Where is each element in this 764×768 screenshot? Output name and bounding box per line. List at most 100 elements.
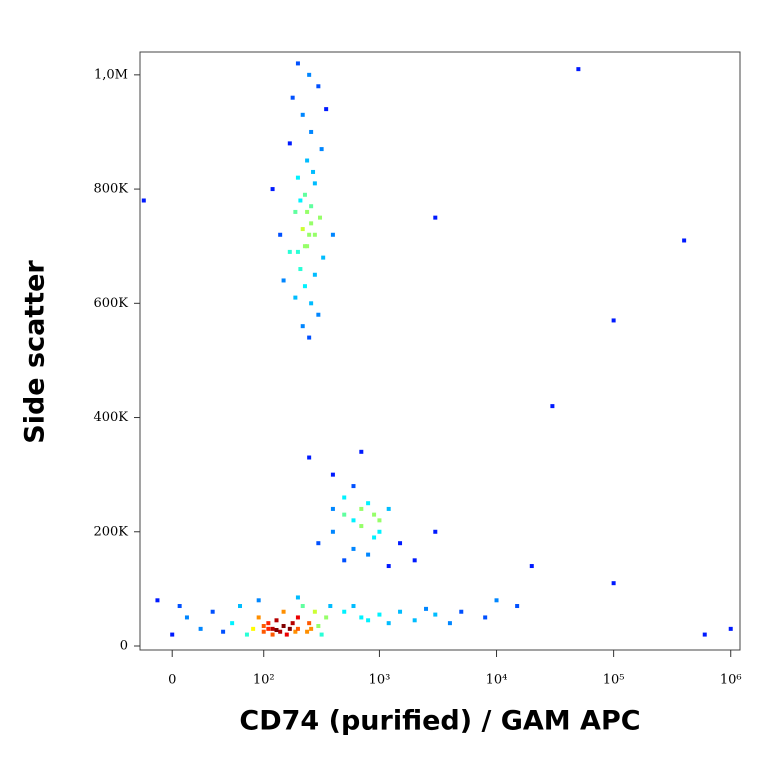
event-dot xyxy=(550,404,555,409)
event-dot xyxy=(305,244,310,249)
event-dot xyxy=(311,169,316,174)
event-dot xyxy=(309,301,314,306)
event-dot xyxy=(398,609,403,614)
event-dot xyxy=(238,604,243,609)
event-dot xyxy=(342,558,347,563)
event-dot xyxy=(330,506,335,511)
event-dot xyxy=(359,449,364,454)
event-dot xyxy=(330,232,335,237)
event-dot xyxy=(433,612,438,617)
event-dot xyxy=(290,621,295,626)
event-dot xyxy=(316,84,321,89)
event-dot xyxy=(141,198,146,203)
event-dot xyxy=(342,609,347,614)
event-dot xyxy=(270,632,275,637)
event-dot xyxy=(244,632,249,637)
event-dot xyxy=(284,632,289,637)
event-dot xyxy=(266,626,271,631)
event-dot xyxy=(278,629,283,634)
event-dot xyxy=(318,215,323,220)
event-dot xyxy=(702,632,707,637)
event-dot xyxy=(256,615,261,620)
event-dot xyxy=(328,604,333,609)
event-dot xyxy=(342,512,347,517)
event-dot xyxy=(309,204,314,209)
x-tick-label: 10⁶ xyxy=(720,673,742,688)
event-dot xyxy=(293,295,298,300)
event-dot xyxy=(433,529,438,534)
event-dot xyxy=(307,335,312,340)
event-dot xyxy=(351,518,356,523)
event-dot xyxy=(210,609,215,614)
event-dot xyxy=(372,512,377,517)
event-dot xyxy=(351,484,356,489)
plot-frame xyxy=(139,51,741,651)
event-dot xyxy=(309,626,314,631)
x-axis-label: CD74 (purified) / GAM APC xyxy=(239,706,640,737)
event-dot xyxy=(377,612,382,617)
event-dot xyxy=(515,604,520,609)
event-dot xyxy=(312,181,317,186)
event-dot xyxy=(398,541,403,546)
y-tick-label: 400K xyxy=(93,410,128,425)
event-dot xyxy=(295,626,300,631)
event-dot xyxy=(287,141,292,146)
event-dot xyxy=(728,626,733,631)
event-dot xyxy=(351,546,356,551)
event-dot xyxy=(261,624,266,629)
event-dot xyxy=(366,501,371,506)
event-dot xyxy=(298,267,303,272)
event-dot xyxy=(309,221,314,226)
event-dot xyxy=(305,158,310,163)
x-tick-label: 10⁴ xyxy=(486,673,508,688)
event-dot xyxy=(386,621,391,626)
event-dot xyxy=(312,609,317,614)
event-dot xyxy=(300,227,305,232)
event-dot xyxy=(359,506,364,511)
event-dot xyxy=(611,581,616,586)
x-tick-label: 10⁵ xyxy=(603,673,625,688)
event-dot xyxy=(576,67,581,72)
event-dot xyxy=(494,598,499,603)
event-dot xyxy=(305,629,310,634)
event-dot xyxy=(302,244,307,249)
event-dot xyxy=(198,626,203,631)
event-dot xyxy=(529,564,534,569)
y-tick-label: 0 xyxy=(120,639,128,654)
event-dot xyxy=(412,618,417,623)
event-dot xyxy=(366,618,371,623)
event-dot xyxy=(319,632,324,637)
event-dot xyxy=(312,272,317,277)
event-dot xyxy=(459,609,464,614)
event-dot xyxy=(281,278,286,283)
event-dot xyxy=(359,524,364,529)
event-dot xyxy=(295,615,300,620)
event-dot xyxy=(305,209,310,214)
event-dot xyxy=(177,604,182,609)
event-dot xyxy=(366,552,371,557)
event-dot xyxy=(295,61,300,66)
event-dot xyxy=(170,632,175,637)
event-dot xyxy=(270,626,275,631)
event-dot xyxy=(359,615,364,620)
event-dot xyxy=(330,529,335,534)
event-dot xyxy=(682,238,687,243)
y-tick-label: 800K xyxy=(93,182,128,197)
event-dot xyxy=(155,598,160,603)
event-dot xyxy=(307,72,312,77)
event-dot xyxy=(377,518,382,523)
event-dot xyxy=(447,621,452,626)
event-dot xyxy=(433,215,438,220)
event-dot xyxy=(261,629,266,634)
event-dot xyxy=(483,615,488,620)
event-dot xyxy=(266,621,271,626)
event-dot xyxy=(611,318,616,323)
y-tick-label: 200K xyxy=(93,524,128,539)
event-dot xyxy=(307,621,312,626)
event-dot xyxy=(342,495,347,500)
event-dot xyxy=(321,255,326,260)
event-dot xyxy=(300,604,305,609)
event-dot xyxy=(324,107,329,112)
event-dot xyxy=(330,472,335,477)
event-dot xyxy=(295,249,300,254)
